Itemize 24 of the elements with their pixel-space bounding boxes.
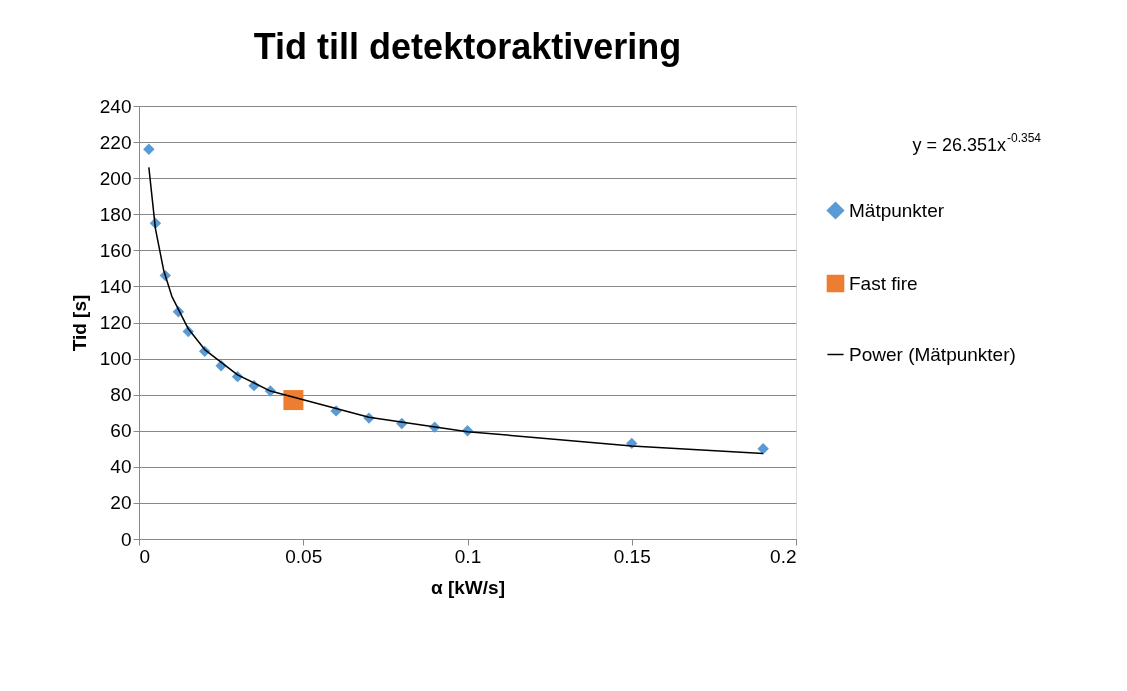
y-axis-title: Tid [s]: [68, 294, 90, 352]
y-tick-label: 140: [99, 275, 132, 297]
y-tick-label: 200: [99, 167, 132, 189]
legend-label: Fast fire: [849, 272, 918, 294]
y-tick-label: 80: [110, 384, 132, 406]
chart-title: Tid till detektoraktivering: [253, 26, 682, 67]
x-tick-label: 0.1: [454, 545, 482, 567]
x-tick-label: 0.2: [770, 545, 797, 567]
y-tick-label: 20: [110, 492, 132, 514]
y-tick-label: 180: [99, 203, 132, 225]
y-tick-label: 60: [110, 420, 132, 442]
legend-label: Power (Mätpunkter): [849, 343, 1016, 365]
y-tick-label: 160: [99, 239, 132, 261]
x-axis-title: α [kW/s]: [431, 576, 505, 598]
x-tick-label: 0.15: [613, 545, 651, 567]
y-tick-label: 240: [99, 95, 132, 117]
x-tick-label: 0: [139, 545, 151, 567]
y-tick-label: 40: [110, 456, 132, 478]
x-tick-label: 0.05: [285, 545, 323, 567]
y-tick-label: 220: [99, 131, 132, 153]
y-tick-label: 100: [99, 348, 132, 370]
legend-label: Mätpunkter: [849, 199, 945, 221]
y-tick-label: 0: [120, 528, 132, 550]
y-tick-label: 120: [99, 312, 132, 333]
